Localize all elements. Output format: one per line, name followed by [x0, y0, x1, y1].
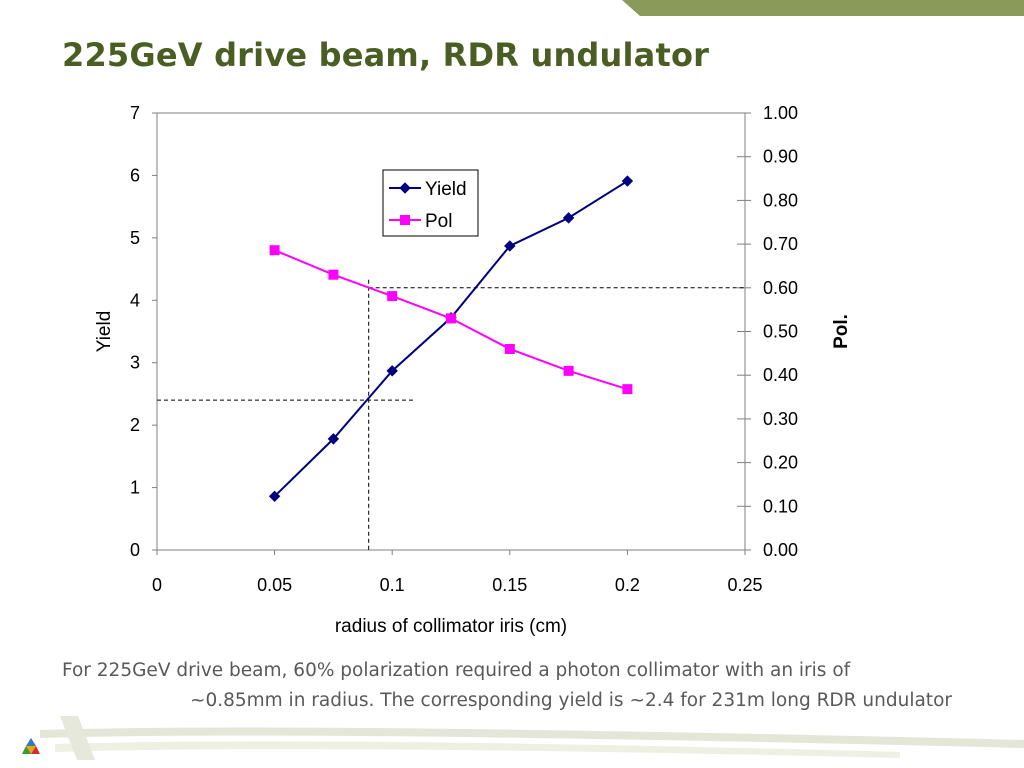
reference-lines: [157, 279, 745, 550]
data-point-yield: [268, 490, 281, 503]
data-point-yield: [562, 212, 575, 224]
data-point-yield: [504, 240, 516, 252]
y-right-tick-label: 0.90: [763, 147, 798, 167]
slide-title: 225GeV drive beam, RDR undulator: [62, 36, 710, 74]
y-right-tick-label: 1.00: [763, 103, 798, 123]
y-left-tick-label: 7: [130, 103, 140, 123]
top-accent-band: [622, 0, 1024, 16]
legend-label-pol: Pol: [425, 211, 452, 232]
x-tick-label: 0.1: [380, 575, 405, 595]
y-right-tick-label: 0.10: [763, 496, 798, 516]
y-right-tick-label: 0.50: [763, 322, 798, 342]
y-left-tick-label: 5: [130, 228, 140, 248]
data-point-yield: [399, 182, 411, 194]
y-right-axis-title: Pol.: [831, 314, 852, 349]
data-point-pol: [328, 269, 339, 280]
y-right-tick-label: 0.60: [763, 278, 798, 298]
data-point-pol: [269, 245, 280, 256]
y-right-tick-label: 0.00: [763, 540, 798, 560]
data-point-pol: [622, 384, 633, 395]
data-point-yield: [386, 365, 398, 377]
data-point-pol: [446, 313, 456, 324]
chart-series: [268, 175, 634, 503]
caption-line-1: For 225GeV drive beam, 60% polarization …: [62, 660, 851, 681]
y-left-tick-label: 4: [130, 290, 140, 310]
legend-box: [382, 169, 479, 237]
y-right-tick-label: 0.30: [763, 409, 798, 429]
data-point-pol: [504, 343, 515, 354]
bottom-decoration: [22, 716, 1024, 760]
x-tick-label: 0.2: [615, 575, 640, 595]
y-right-tick-label: 0.80: [763, 190, 798, 210]
data-point-pol: [400, 215, 410, 225]
y-left-tick-label: 2: [130, 415, 140, 435]
data-point-yield: [327, 433, 340, 445]
x-tick-label: 0.15: [492, 575, 527, 595]
x-tick-label: 0.25: [727, 575, 762, 595]
data-point-pol: [387, 291, 398, 302]
y-left-tick-label: 1: [130, 478, 140, 498]
chart-legend: Yield Pol: [382, 169, 479, 237]
data-point-yield: [621, 175, 634, 187]
legend-label-yield: Yield: [425, 179, 467, 200]
y-left-tick-label: 0: [130, 540, 140, 560]
dual-axis-line-chart: 0 0.05 0.1 0.15 0.2 0.25 0 1 2 3 4 5 6 7 0.00 0.10 0.20 0…: [94, 103, 852, 637]
x-tick-label: 0.05: [257, 575, 292, 595]
x-tick-label: 0: [152, 575, 162, 595]
slide-caption: For 225GeV drive beam, 60% polarization …: [62, 656, 952, 716]
y-left-axis-title: Yield: [94, 311, 115, 353]
y-right-tick-label: 0.20: [763, 453, 798, 473]
triangle-logo-icon: [22, 738, 40, 754]
data-point-pol: [563, 365, 574, 376]
x-axis-title: radius of collimator iris (cm): [335, 616, 567, 637]
y-left-tick-label: 6: [130, 165, 140, 185]
series-pol: [269, 245, 633, 395]
y-right-tick-label: 0.40: [763, 365, 798, 385]
y-left-tick-label: 3: [130, 353, 140, 373]
caption-line-2: ~0.85mm in radius. The corresponding yie…: [189, 690, 952, 711]
y-right-tick-label: 0.70: [763, 234, 798, 254]
